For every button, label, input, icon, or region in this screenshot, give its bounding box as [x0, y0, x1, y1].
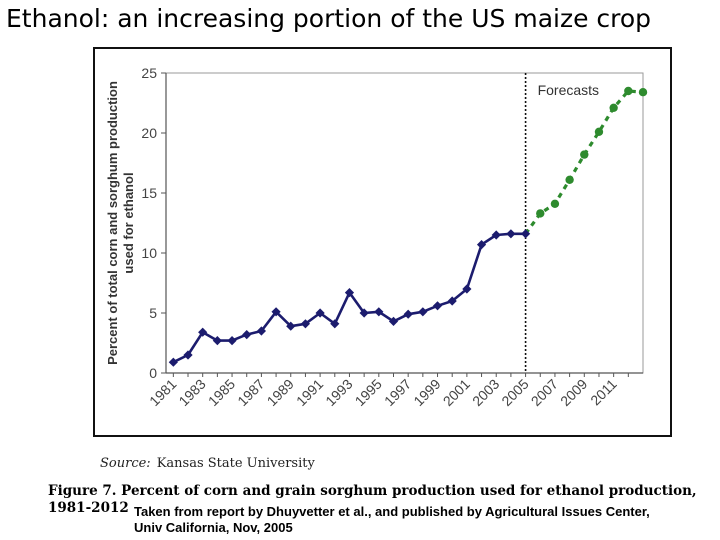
source-text: Kansas State University — [156, 456, 315, 471]
historical-point — [476, 240, 487, 250]
x-tick-label: 1983 — [175, 376, 208, 409]
x-tick-label: 2005 — [498, 376, 531, 409]
y-tick-label: 20 — [141, 125, 157, 141]
x-tick-label: 2007 — [528, 376, 561, 409]
credit-line-2: Univ California, Nov, 2005 — [134, 520, 293, 535]
forecast-point — [580, 150, 589, 159]
source-label: Source: — [100, 456, 151, 471]
chart-frame: 0 5 10 15 20 25 1981 1983 1985 1987 1989 1991 1993 19… — [93, 47, 672, 437]
y-tick-label: 5 — [149, 305, 157, 321]
historical-point — [212, 336, 222, 346]
plot-area-border — [165, 72, 644, 374]
x-tick-label: 1995 — [352, 376, 385, 409]
historical-point — [286, 321, 296, 331]
historical-point — [242, 330, 252, 340]
forecast-point — [550, 199, 560, 208]
forecast-point — [609, 103, 618, 112]
x-tick-label: 1989 — [264, 376, 297, 409]
figure-caption: Figure 7. Percent of corn and grain sorg… — [48, 483, 697, 517]
historical-point — [520, 229, 531, 239]
historical-point — [330, 319, 340, 329]
forecast-point — [594, 127, 604, 136]
historical-series-line — [172, 232, 526, 364]
caption-line-2: 1981-2012 — [48, 500, 129, 516]
y-tick-label: 10 — [141, 245, 157, 261]
ethanol-line-chart: 0510152025198119831985198719891991199319… — [105, 65, 648, 409]
caption-line-1: Figure 7. Percent of corn and grain sorg… — [48, 483, 697, 499]
historical-point — [168, 357, 178, 367]
historical-point — [491, 230, 501, 240]
x-tick-label: 1993 — [322, 376, 355, 409]
historical-point — [374, 307, 384, 317]
x-tick-label: 1985 — [205, 376, 238, 409]
forecast-point — [565, 175, 574, 184]
x-tick-label: 2003 — [469, 376, 502, 409]
source-line: Source: Kansas State University — [100, 456, 315, 471]
forecasts-annotation: Forecasts — [538, 82, 599, 98]
x-tick-label: 1999 — [410, 376, 443, 409]
historical-point — [432, 301, 443, 311]
historical-point — [388, 316, 399, 326]
historical-point — [506, 229, 516, 239]
credit-note: Taken from report by Dhuyvetter et al., … — [134, 504, 650, 536]
y-tick-label: 25 — [141, 65, 157, 81]
historical-point — [359, 308, 369, 318]
credit-line-1: Taken from report by Dhuyvetter et al., … — [134, 504, 650, 519]
forecast-point — [638, 88, 648, 97]
historical-point — [227, 336, 237, 346]
forecast-point — [624, 86, 633, 96]
x-tick-label: 2001 — [440, 376, 473, 409]
historical-point — [462, 284, 472, 294]
y-axis-label-line: used for ethanol — [121, 172, 136, 273]
x-tick-label: 2011 — [587, 376, 620, 409]
historical-point — [344, 288, 355, 298]
historical-point — [403, 309, 413, 319]
slide-title: Ethanol: an increasing portion of the US… — [6, 4, 652, 33]
historical-point — [418, 307, 428, 317]
y-axis-label-line: Percent of total corn and sorghum produc… — [105, 81, 120, 365]
historical-point — [183, 350, 193, 360]
x-tick-label: 1991 — [293, 376, 326, 409]
y-tick-label: 0 — [149, 365, 157, 381]
forecast-series-line — [524, 89, 644, 235]
forecast-point — [536, 209, 545, 218]
y-tick-label: 15 — [141, 185, 157, 201]
historical-point — [447, 296, 457, 306]
x-tick-label: 2009 — [557, 376, 590, 409]
x-tick-label: 1997 — [381, 376, 414, 409]
x-tick-label: 1987 — [234, 376, 267, 409]
